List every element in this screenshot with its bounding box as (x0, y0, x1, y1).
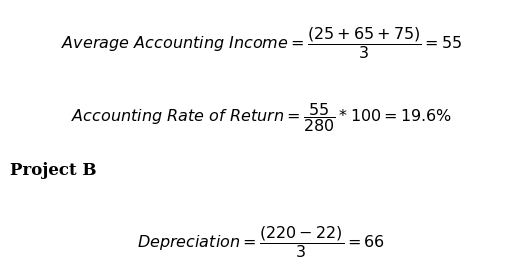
Text: Project B: Project B (10, 162, 97, 179)
Text: $\mathit{Accounting\ Rate\ of\ Return} = \dfrac{55}{280} * 100 = 19.6\%$: $\mathit{Accounting\ Rate\ of\ Return} =… (71, 101, 452, 133)
Text: $\mathit{Average\ Accounting\ Income} = \dfrac{(25 + 65 + 75)}{3} = 55$: $\mathit{Average\ Accounting\ Income} = … (61, 25, 462, 61)
Text: $\mathit{Depreciation} = \dfrac{(220 - 22)}{3} = 66$: $\mathit{Depreciation} = \dfrac{(220 - 2… (138, 224, 385, 260)
